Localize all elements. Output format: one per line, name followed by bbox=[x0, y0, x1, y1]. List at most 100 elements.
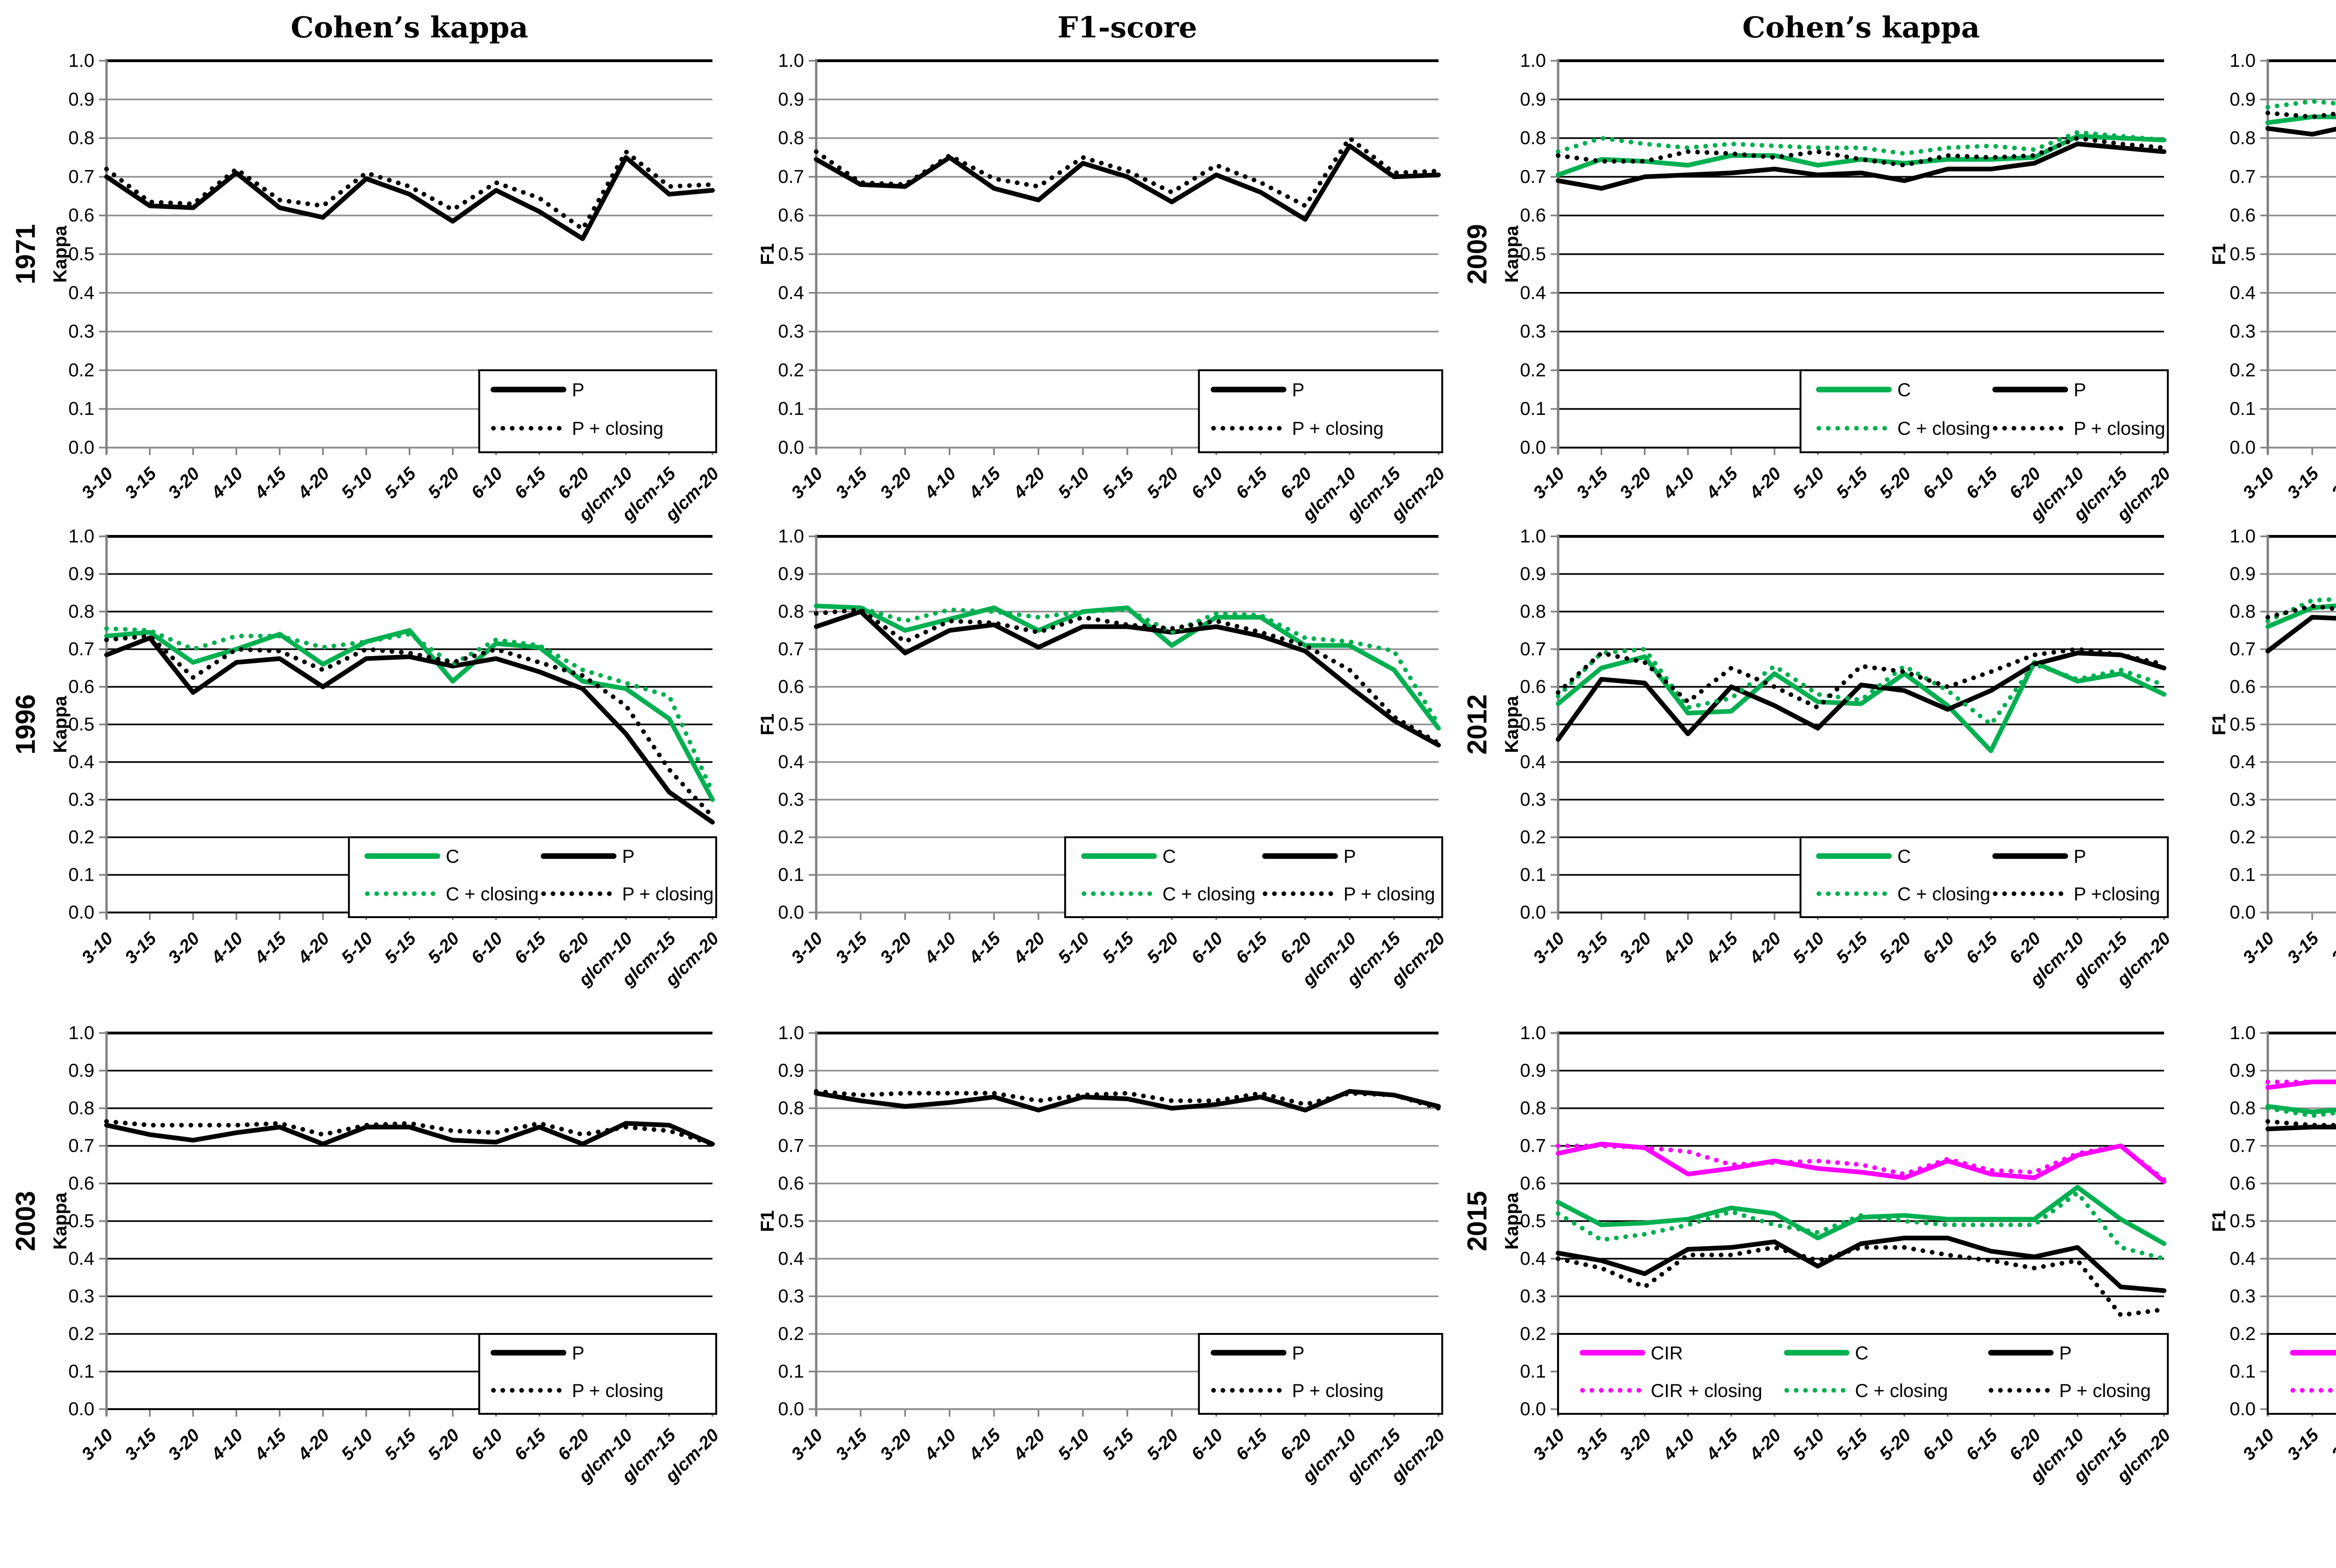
chart-title: Cohen’s kappa bbox=[291, 10, 528, 44]
legend-label: C + closing bbox=[1162, 884, 1255, 905]
y-tick-label: 0.8 bbox=[68, 601, 94, 622]
legend: P P + closing bbox=[1198, 369, 1443, 454]
x-tick-label: 3-10 bbox=[1530, 1425, 1568, 1464]
chart-cell-2015-kappa: 0.0 0.1 0.2 0.3 0.4 0.5 0.6 0.7 0.8 0.9 1.0 3-10 3-1… bbox=[1452, 993, 2178, 1490]
y-axis-title: Kappa bbox=[50, 696, 71, 753]
x-tick-label: 3-20 bbox=[2328, 929, 2336, 968]
chart-grid: 0.0 0.1 0.2 0.3 0.4 0.5 0.6 0.7 0.8 0.9 1.0 3-10 3-1… bbox=[0, 10, 2336, 1490]
legend: CIR C P CIR + closing C + closing P + closing bbox=[1557, 1333, 2169, 1415]
y-tick-labels: 0.0 0.1 0.2 0.3 0.4 0.5 0.6 0.7 0.8 0.9 1.0 bbox=[778, 1023, 804, 1419]
x-tick-label: 3-10 bbox=[78, 1425, 117, 1464]
y-tick-label: 1.0 bbox=[1520, 1023, 1546, 1043]
y-axis bbox=[99, 59, 108, 454]
x-tick-label: 4-20 bbox=[294, 929, 333, 968]
x-tick-label: 5-10 bbox=[1789, 929, 1828, 968]
y-axis-title: F1 bbox=[2209, 243, 2229, 265]
y-axis-title: Kappa bbox=[50, 1192, 71, 1250]
x-tick-label: 3-10 bbox=[2239, 929, 2278, 968]
y-tick-label: 0.3 bbox=[2229, 321, 2256, 342]
y-tick-label: 0.3 bbox=[2229, 790, 2256, 810]
legend: C P C + closing P + closing bbox=[1799, 369, 2169, 454]
y-tick-label: 0.6 bbox=[2229, 677, 2256, 697]
y-tick-label: 0.5 bbox=[68, 714, 94, 735]
x-tick-label: 5-20 bbox=[1143, 1425, 1182, 1464]
x-tick-label: 6-20 bbox=[554, 929, 593, 968]
legend-label: CIR + closing bbox=[1651, 1381, 1762, 1401]
x-tick-label: 3-15 bbox=[2284, 1425, 2323, 1464]
y-axis-title: Kappa bbox=[50, 225, 71, 283]
legend-label: P bbox=[1292, 380, 1304, 400]
x-tick-label: 3-10 bbox=[788, 929, 826, 968]
y-tick-label: 0.2 bbox=[68, 1324, 94, 1344]
y-axis bbox=[2260, 59, 2269, 454]
x-tick-label: 6-10 bbox=[468, 1425, 506, 1464]
y-tick-label: 0.7 bbox=[68, 166, 94, 187]
y-tick-label: 0.5 bbox=[2229, 714, 2256, 735]
chart-cell-2012-f1: 0.0 0.1 0.2 0.3 0.4 0.5 0.6 0.7 0.8 0.9 1.0 3-10 3-1… bbox=[2178, 497, 2336, 993]
y-tick-labels: 0.0 0.1 0.2 0.3 0.4 0.5 0.6 0.7 0.8 0.9 1.0 bbox=[68, 50, 94, 458]
y-tick-label: 1.0 bbox=[2229, 1023, 2256, 1043]
legend-label: P + closing bbox=[1292, 1381, 1383, 1401]
y-tick-label: 0.7 bbox=[778, 166, 804, 187]
series-line-Cclosing bbox=[2265, 99, 2336, 110]
y-tick-label: 0.6 bbox=[68, 205, 94, 226]
chart-cell-2015-f1: 0.0 0.1 0.2 0.3 0.4 0.5 0.6 0.7 0.8 0.9 1.0 3-10 3-1… bbox=[2178, 993, 2336, 1490]
legend: P P + closing bbox=[1198, 1333, 1443, 1415]
y-tick-label: 0.7 bbox=[778, 639, 804, 660]
series-line-P bbox=[814, 609, 1441, 748]
x-tick-label: 6-20 bbox=[1276, 1425, 1315, 1464]
x-tick-label: 4-15 bbox=[1702, 928, 1742, 968]
y-axis bbox=[2260, 535, 2269, 919]
y-tick-label: 0.2 bbox=[1520, 360, 1546, 380]
legend-label: P + closing bbox=[622, 884, 713, 905]
x-tick-label: 4-10 bbox=[207, 1425, 247, 1465]
y-tick-label: 0.4 bbox=[778, 1248, 804, 1269]
y-tick-label: 0.1 bbox=[778, 399, 804, 419]
y-tick-label: 0.3 bbox=[1520, 1286, 1546, 1307]
x-tick-label: 3-15 bbox=[1573, 928, 1612, 968]
y-axis bbox=[1551, 59, 1560, 454]
y-tick-label: 0.0 bbox=[2229, 437, 2256, 458]
2012-f1-canvas: 0.0 0.1 0.2 0.3 0.4 0.5 0.6 0.7 0.8 0.9 1.0 3-10 3-1… bbox=[2209, 526, 2336, 968]
y-tick-label: 0.8 bbox=[68, 128, 94, 149]
legend-label: P + closing bbox=[572, 419, 663, 439]
y-tick-label: 0.6 bbox=[778, 677, 804, 697]
legend-label: P bbox=[622, 846, 634, 867]
x-tick-label: 5-20 bbox=[424, 1425, 463, 1464]
x-tick-label: 6-10 bbox=[1188, 1425, 1226, 1464]
x-tick-label: 3-20 bbox=[164, 929, 203, 968]
y-tick-label: 0.2 bbox=[68, 827, 94, 848]
plot-gridlines bbox=[816, 1032, 1439, 1410]
x-tick-label: 5-10 bbox=[1054, 1425, 1093, 1464]
x-tick-label: 4-10 bbox=[1659, 929, 1698, 968]
y-tick-label: 1.0 bbox=[2229, 50, 2256, 71]
y-tick-labels: 0.0 0.1 0.2 0.3 0.4 0.5 0.6 0.7 0.8 0.9 1.0 bbox=[68, 526, 94, 923]
legend-label: P + closing bbox=[2073, 419, 2165, 439]
y-tick-label: 0.5 bbox=[778, 1211, 804, 1232]
chart-cell-1996-kappa: 0.0 0.1 0.2 0.3 0.4 0.5 0.6 0.7 0.8 0.9 1.0 3-10 3-1… bbox=[0, 497, 726, 993]
legend-label: P +closing bbox=[2073, 884, 2160, 905]
y-tick-label: 0.5 bbox=[2229, 244, 2256, 264]
y-tick-label: 0.1 bbox=[1520, 399, 1546, 419]
legend-label: C + closing bbox=[1897, 884, 1990, 905]
y-tick-labels: 0.0 0.1 0.2 0.3 0.4 0.5 0.6 0.7 0.8 0.9 1.0 bbox=[68, 1023, 94, 1419]
y-tick-labels: 0.0 0.1 0.2 0.3 0.4 0.5 0.6 0.7 0.8 0.9 1.0 bbox=[2229, 1023, 2256, 1419]
y-tick-label: 0.4 bbox=[68, 1248, 94, 1269]
legend-label: P + closing bbox=[2059, 1381, 2151, 1401]
x-tick-label: 4-20 bbox=[1745, 929, 1785, 968]
series-line-C bbox=[1556, 134, 2166, 178]
chart-title: F1-score bbox=[1057, 10, 1197, 44]
y-tick-label: 0.1 bbox=[778, 1361, 804, 1382]
series-line-P bbox=[814, 143, 1441, 222]
x-tick-label: 5-15 bbox=[1832, 928, 1872, 968]
x-tick-label: 6-10 bbox=[1188, 929, 1226, 968]
legend-label: P bbox=[2073, 846, 2086, 867]
legend-label: P bbox=[2073, 380, 2086, 400]
y-tick-label: 0.4 bbox=[2229, 283, 2256, 303]
series-line-CIR bbox=[2265, 1079, 2336, 1090]
2012-kappa-canvas: 0.0 0.1 0.2 0.3 0.4 0.5 0.6 0.7 0.8 0.9 1.0 3-10 3-1… bbox=[1462, 526, 2174, 991]
x-tick-label: 4-15 bbox=[251, 928, 291, 968]
x-tick-label: 3-15 bbox=[1573, 1425, 1612, 1464]
y-tick-label: 0.0 bbox=[778, 902, 804, 923]
